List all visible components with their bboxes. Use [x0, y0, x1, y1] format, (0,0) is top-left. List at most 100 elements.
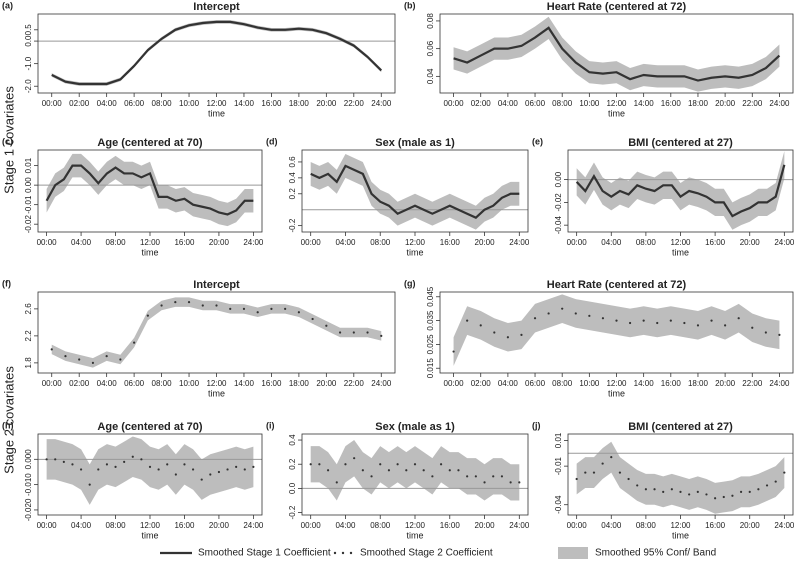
stage2-dot — [731, 494, 734, 497]
stage2-dot — [226, 468, 229, 471]
x-tick-label: 18:00 — [289, 379, 310, 388]
stage2-dot — [739, 490, 743, 493]
x-tick-label: 12:00 — [140, 238, 161, 247]
x-axis-label: time — [672, 247, 689, 257]
stage2-dot — [644, 488, 647, 491]
x-tick-label: 22:00 — [742, 379, 763, 388]
panel-tag: (a) — [2, 0, 13, 10]
stage2-dot — [642, 319, 645, 322]
x-tick-label: 00:00 — [567, 521, 588, 530]
x-tick-label: 16:00 — [661, 99, 682, 108]
x-axis-label: time — [208, 108, 225, 118]
conf-band — [46, 153, 254, 227]
legend-dot — [349, 551, 353, 555]
x-tick-label: 00:00 — [567, 238, 588, 247]
stage2-dot — [547, 312, 550, 315]
stage2-dot — [670, 488, 673, 491]
x-tick-label: 02:00 — [471, 379, 492, 388]
stage2-dot — [561, 307, 564, 310]
x-tick-label: 02:00 — [69, 99, 90, 108]
stage2-dot — [413, 463, 417, 466]
stage2-dot — [174, 473, 177, 476]
stage2-dot — [627, 477, 630, 481]
conf-band — [576, 151, 785, 230]
legend-dot — [333, 551, 337, 555]
x-tick-label: 20:00 — [316, 99, 337, 108]
x-tick-label: 12:00 — [206, 379, 227, 388]
conf-band — [310, 153, 520, 230]
x-tick-label: 04:00 — [498, 379, 519, 388]
x-tick-label: 06:00 — [525, 379, 546, 388]
panel-title: BMI (centered at 27) — [628, 421, 733, 433]
x-tick-label: 20:00 — [209, 238, 230, 247]
x-tick-label: 24:00 — [371, 99, 392, 108]
x-tick-label: 12:00 — [405, 238, 426, 247]
conf-band — [51, 20, 382, 86]
x-tick-label: 04:00 — [498, 99, 519, 108]
x-tick-label: 08:00 — [152, 99, 173, 108]
stage2-dot — [174, 301, 177, 304]
stage2-dot — [615, 319, 618, 322]
stage2-dot — [679, 490, 682, 493]
x-tick-label: 16:00 — [174, 521, 195, 530]
stage1-line — [310, 164, 520, 219]
x-tick-label: 02:00 — [471, 99, 492, 108]
stage2-dot — [284, 307, 287, 310]
row-label: Stage 1 covariates — [1, 86, 16, 194]
x-tick-label: 04:00 — [601, 238, 622, 247]
x-tick-label: 08:00 — [636, 238, 657, 247]
stage2-dot — [653, 488, 656, 491]
x-tick-label: 24:00 — [774, 521, 795, 530]
plot-frame — [37, 13, 396, 94]
x-tick-label: 00:00 — [444, 99, 465, 108]
y-tick-label: 0.01 — [554, 432, 563, 448]
x-tick-label: 20:00 — [475, 238, 496, 247]
panel-tag: (j) — [532, 420, 541, 430]
stage2-dot — [309, 463, 312, 466]
legend-band — [558, 547, 588, 559]
y-tick-label: -0.02 — [554, 193, 563, 212]
y-tick-label: 0.00 — [554, 171, 563, 187]
stage2-dot — [610, 456, 613, 459]
y-tick-label: -0.2 — [288, 218, 297, 232]
x-tick-label: 12:00 — [670, 238, 691, 247]
x-tick-label: 06:00 — [525, 99, 546, 108]
stage2-dot — [509, 481, 512, 484]
stage2-dot — [656, 321, 659, 325]
x-tick-label: 08:00 — [370, 521, 391, 530]
x-tick-label: 08:00 — [106, 238, 127, 247]
stage2-dot — [297, 311, 300, 314]
x-tick-label: 16:00 — [440, 238, 461, 247]
x-axis-label: time — [608, 388, 625, 398]
stage2-dot — [479, 324, 482, 327]
stage2-dot — [422, 469, 425, 472]
x-tick-label: 16:00 — [174, 238, 195, 247]
stage2-dot — [352, 331, 355, 334]
panel-tag: (d) — [266, 136, 278, 146]
stage2-dot — [636, 484, 639, 487]
panel-title: Intercept — [193, 1, 240, 13]
x-tick-label: 04:00 — [335, 238, 356, 247]
y-tick-label: 2.6 — [24, 303, 33, 315]
x-tick-label: 24:00 — [371, 379, 392, 388]
stage2-dot — [209, 473, 212, 476]
x-tick-label: 20:00 — [740, 521, 761, 530]
stage2-dot — [431, 475, 434, 478]
x-tick-label: 20:00 — [715, 379, 736, 388]
stage2-dot — [601, 317, 605, 320]
y-tick-label: 2.2 — [24, 330, 33, 342]
stage2-dot — [252, 465, 255, 469]
stage2-dot — [50, 348, 53, 351]
y-tick-label: 0.06 — [426, 40, 435, 56]
stage1-line — [51, 20, 383, 86]
stage2-dot — [242, 307, 246, 310]
y-tick-label: 0.4 — [288, 434, 297, 446]
x-tick-label: 08:00 — [152, 379, 173, 388]
x-tick-label: 00:00 — [301, 521, 322, 530]
panel-tag: (h) — [2, 420, 14, 430]
stage2-dot — [533, 317, 537, 320]
y-tick-label: -0.010 — [24, 473, 33, 496]
panel-tag: (b) — [404, 0, 416, 10]
y-tick-label: 0.045 — [426, 286, 435, 307]
x-tick-label: 04:00 — [601, 521, 622, 530]
